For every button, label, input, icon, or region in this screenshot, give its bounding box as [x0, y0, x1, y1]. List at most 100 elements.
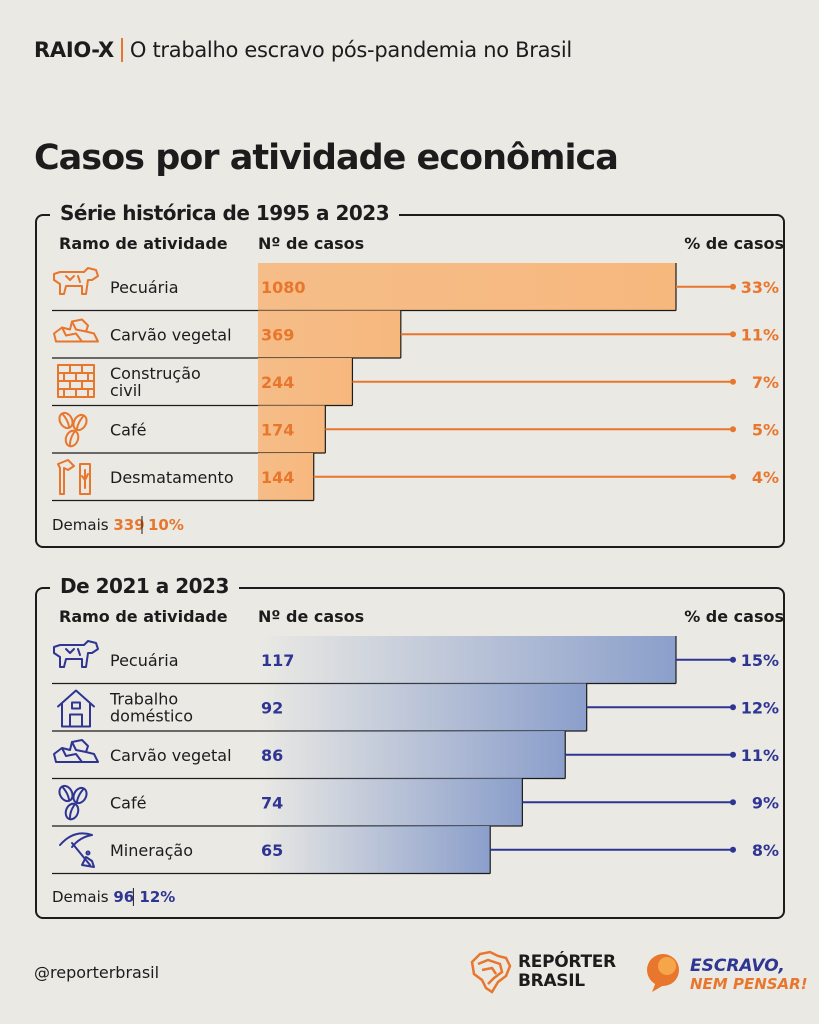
category-label-line: Carvão vegetal [110, 325, 232, 344]
category-label-line: Café [110, 793, 146, 812]
value-label: 144 [261, 468, 294, 487]
category-label-line: doméstico [110, 706, 193, 725]
value-label: 117 [261, 651, 294, 670]
value-label: 174 [261, 420, 294, 439]
coffee-beans-icon-stroke [62, 786, 70, 801]
leader-dot [730, 331, 736, 338]
header-subtitle: O trabalho escravo pós-pandemia no Brasi… [129, 38, 572, 62]
coffee-beans-icon-stroke [76, 788, 84, 803]
percent-label: 4% [752, 468, 779, 487]
house-icon [57, 689, 95, 728]
value-label: 65 [261, 841, 283, 860]
bean [64, 802, 80, 821]
coal-icon-stroke [61, 741, 87, 763]
cow-icon [53, 640, 99, 668]
category-label: Construção civil [110, 364, 201, 400]
value-label: 369 [261, 325, 294, 344]
category-label: Trabalho doméstico [109, 689, 193, 725]
others-text: Demais 96 [52, 888, 134, 906]
category-label: Desmatamento [110, 468, 234, 487]
percent-label: 15% [741, 651, 779, 670]
category-label-line: Pecuária [110, 651, 179, 670]
leader-dot [730, 283, 736, 290]
bean [72, 786, 88, 805]
column-header-percent: % de casos [684, 234, 784, 253]
reporter-brasil-text: REPÓRTER BRASIL [518, 953, 616, 991]
bar [258, 358, 353, 406]
others-percent: 10% [148, 516, 184, 534]
cow-icon [53, 267, 99, 295]
bar [258, 310, 401, 358]
axe-tree-icon-stroke [79, 463, 91, 495]
value-label: 1080 [261, 278, 306, 297]
bar [258, 636, 676, 684]
cow-icon-stroke [65, 275, 81, 283]
axe-tree-icon [57, 459, 91, 495]
chart-historic: Ramo de atividade Nº de casos % de casos Pe… [52, 234, 784, 534]
others-value: 96 [113, 888, 134, 906]
coal-icon [53, 739, 99, 763]
cow-icon-stroke [53, 267, 99, 295]
bar [258, 405, 326, 453]
value-label: 74 [261, 793, 283, 812]
axe-tree-icon-stroke [57, 459, 75, 495]
category-label: Pecuária [110, 651, 179, 670]
page-title: Casos por atividade econômica [34, 138, 619, 178]
category-label-line: Desmatamento [110, 468, 234, 487]
bar [258, 731, 566, 779]
category-label: Pecuária [110, 278, 179, 297]
coal-icon-stroke [53, 739, 99, 763]
category-label-line: Mineração [110, 841, 193, 860]
coffee-beans-icon-stroke [69, 804, 75, 819]
column-header-activity: Ramo de atividade [59, 607, 228, 626]
panel-historic: Série histórica de 1995 a 2023 [35, 201, 785, 548]
coffee-beans-icon-stroke [76, 415, 84, 430]
percent-label: 7% [752, 373, 779, 392]
leader-dot [730, 751, 736, 758]
escravo-nem-pensar-logo: ESCRAVO, NEM PENSAR! [646, 948, 808, 998]
logo2-line2: NEM PENSAR! [690, 975, 808, 993]
others-text: Demais 339 [52, 516, 145, 534]
header-kicker: RAIO-X [34, 38, 114, 62]
percent-label: 33% [741, 278, 779, 297]
bar [258, 778, 523, 826]
percent-label: 9% [752, 793, 779, 812]
footer-handle: @reporterbrasil [34, 963, 160, 982]
category-label: Carvão vegetal [110, 325, 232, 344]
percent-label: 5% [752, 420, 779, 439]
chart-recent: Ramo de atividade Nº de casos % de casos Pe… [52, 607, 784, 906]
house-icon-stroke [57, 689, 95, 728]
rock-dot [85, 850, 91, 856]
leader-dot [730, 656, 736, 663]
leader-dot [730, 378, 736, 385]
coal-icon-stroke [61, 320, 87, 343]
logo1-line2: BRASIL [518, 971, 585, 991]
category-label: Mineração [110, 841, 193, 860]
escravo-nem-pensar-text: ESCRAVO, NEM PENSAR! [690, 957, 808, 993]
leader-dot [730, 846, 736, 853]
category-label-line: civil [110, 381, 142, 400]
others-label: Demais [52, 516, 113, 534]
header-separator [120, 38, 123, 62]
panel-recent: De 2021 a 2023 [35, 574, 785, 919]
coal-icon-stroke [53, 318, 99, 343]
cow-icon-stroke [53, 640, 99, 668]
percent-label: 11% [741, 325, 779, 344]
category-label: Café [110, 420, 146, 439]
logo2-line1: ESCRAVO, [690, 956, 785, 976]
bean [64, 429, 80, 448]
pickaxe-icon-stroke [59, 832, 93, 866]
value-label: 92 [261, 698, 283, 717]
reporter-brasil-logo: REPÓRTER BRASIL [466, 948, 616, 1000]
value-label: 244 [261, 373, 294, 392]
category-label: Carvão vegetal [110, 746, 232, 765]
brick-wall-icon [57, 364, 95, 398]
coffee-beans-icon [58, 411, 88, 448]
column-header-cases: Nº de casos [258, 234, 364, 253]
others-label: Demais [52, 888, 113, 906]
others-percent: 12% [139, 888, 175, 906]
percent-label: 11% [741, 746, 779, 765]
category-label: Café [110, 793, 146, 812]
bean [58, 411, 74, 430]
leader-dot [730, 473, 736, 480]
